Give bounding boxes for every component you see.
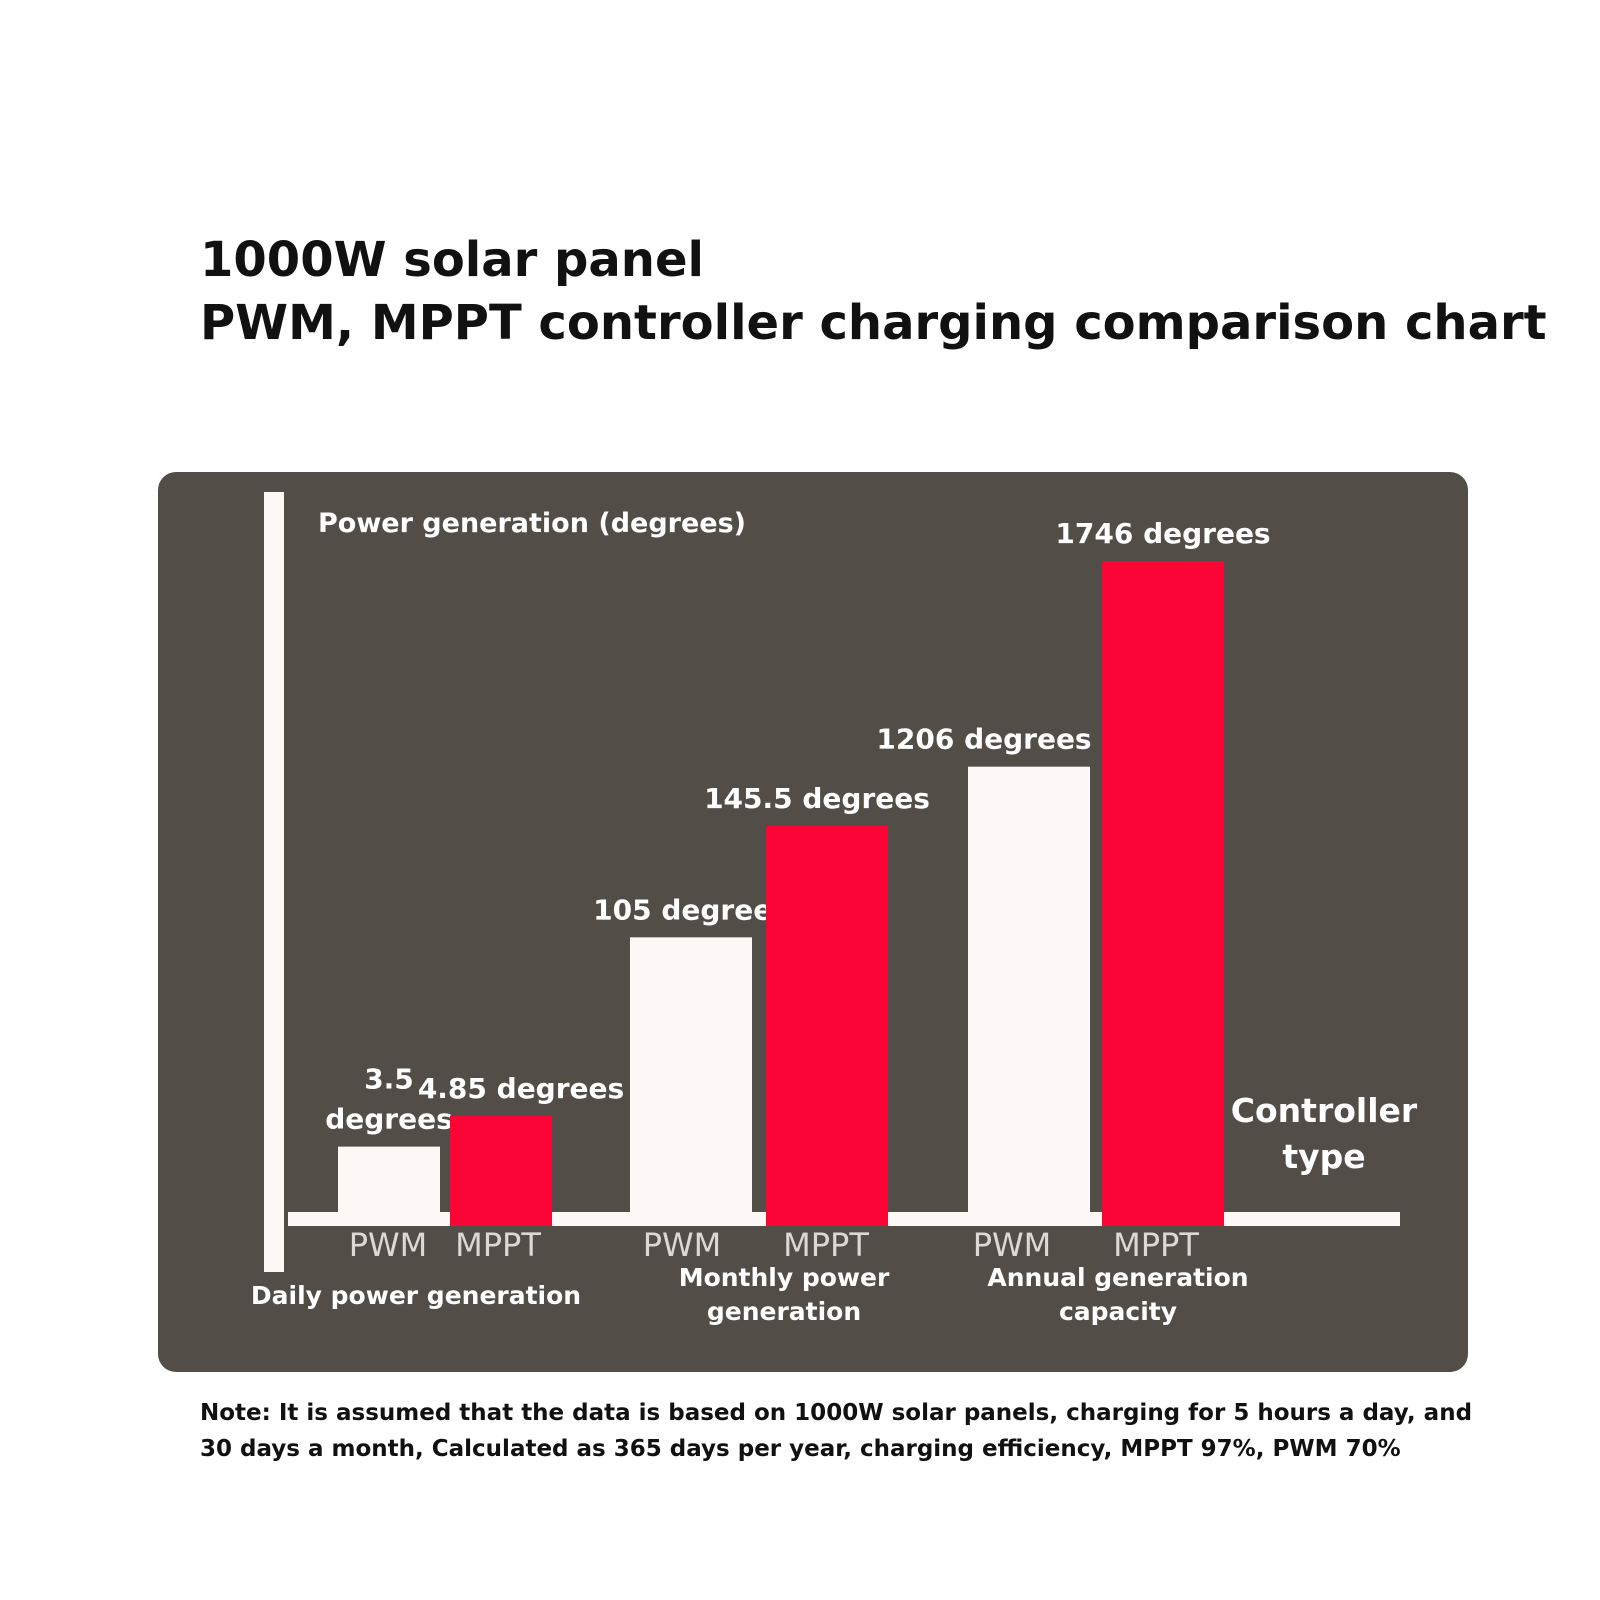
footnote-line-1: Note: It is assumed that the data is bas… xyxy=(200,1400,1473,1426)
x-tick-label: MPPT xyxy=(783,1226,869,1264)
group-label: capacity xyxy=(1059,1297,1177,1326)
bar-mppt-group-2 xyxy=(766,826,888,1226)
x-axis-label: type xyxy=(1282,1137,1365,1176)
x-tick-label: PWM xyxy=(349,1226,428,1264)
x-tick-label: PWM xyxy=(973,1226,1052,1264)
group-label: Annual generation xyxy=(987,1263,1248,1292)
chart-title-line-2: PWM, MPPT controller charging comparison… xyxy=(200,295,1547,351)
bar-pwm-group-2 xyxy=(630,937,752,1226)
x-axis-label: Controller xyxy=(1231,1091,1418,1130)
data-label: 3.5 xyxy=(364,1063,414,1096)
data-label: 1746 degrees xyxy=(1055,517,1270,550)
bar-pwm-group-3 xyxy=(968,766,1090,1226)
data-label: 4.85 degrees xyxy=(418,1072,624,1105)
data-label: degrees xyxy=(325,1103,453,1136)
group-label: generation xyxy=(707,1297,861,1326)
bar-mppt-group-1 xyxy=(450,1116,552,1226)
bar-pwm-group-1 xyxy=(338,1146,440,1226)
group-label: Daily power generation xyxy=(251,1281,581,1310)
chart-panel: Power generation (degrees) Controller type… xyxy=(158,472,1468,1372)
bar-chart: Power generation (degrees) Controller type… xyxy=(251,492,1418,1326)
x-tick-label: PWM xyxy=(643,1226,722,1264)
x-tick-label: MPPT xyxy=(1113,1226,1199,1264)
footnote-line-2: 30 days a month, Calculated as 365 days … xyxy=(200,1436,1401,1462)
chart-title-line-1: 1000W solar panel xyxy=(200,232,704,288)
x-tick-label: MPPT xyxy=(455,1226,541,1264)
data-label: 1206 degrees xyxy=(876,723,1091,756)
group-label: Monthly power xyxy=(679,1263,890,1292)
data-label: 105 degrees xyxy=(593,893,789,926)
bar-mppt-group-3 xyxy=(1102,561,1224,1226)
y-axis-line xyxy=(264,492,284,1272)
y-axis-label: Power generation (degrees) xyxy=(318,508,746,539)
data-label: 145.5 degrees xyxy=(704,782,930,815)
